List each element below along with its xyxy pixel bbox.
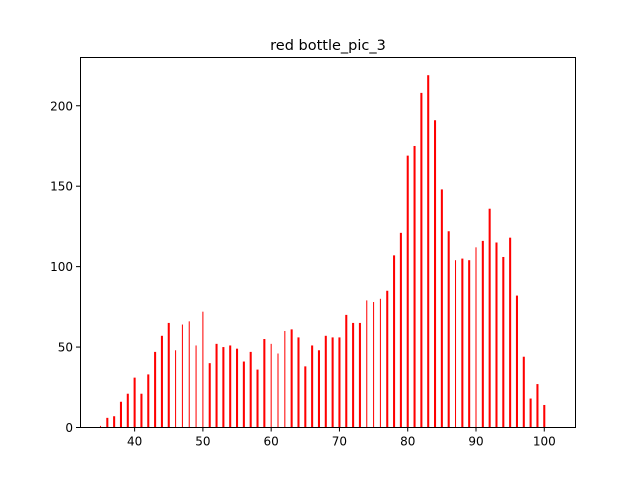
bar-67 — [317, 350, 320, 428]
bar-61 — [277, 353, 279, 428]
x-tick-label: 60 — [264, 435, 279, 449]
bar-100 — [543, 404, 546, 428]
bar-75 — [373, 302, 375, 428]
bar-48 — [188, 321, 190, 428]
bar-44 — [160, 335, 163, 428]
bar-59 — [263, 339, 266, 428]
x-tick-label: 80 — [400, 435, 415, 449]
bar-66 — [311, 345, 314, 428]
x-axis-ticks: 40 50 60 70 80 90 100 — [127, 427, 556, 449]
bar-41 — [140, 393, 143, 428]
bar-81 — [413, 145, 416, 428]
bar-97 — [522, 356, 525, 428]
bar-40 — [133, 377, 136, 428]
bar-50 — [202, 311, 204, 428]
y-tick-label: 0 — [65, 421, 73, 435]
bar-57 — [249, 351, 252, 428]
bar-73 — [358, 322, 361, 428]
bar-76 — [379, 298, 381, 428]
x-tick-label: 100 — [533, 435, 556, 449]
bar-36 — [106, 417, 109, 428]
bar-52 — [215, 343, 218, 428]
bar-98 — [529, 398, 532, 428]
bar-43 — [154, 351, 157, 428]
bar-49 — [195, 345, 197, 428]
bar-86 — [447, 231, 450, 428]
bar-77 — [386, 290, 389, 428]
bar-82 — [420, 92, 423, 428]
bar-42 — [147, 374, 150, 428]
bar-78 — [393, 255, 396, 428]
bar-91 — [481, 240, 484, 428]
bar-93 — [495, 242, 498, 428]
bar-64 — [297, 337, 300, 428]
bar-87 — [455, 260, 457, 428]
bar-63 — [290, 329, 293, 428]
bar-35 — [99, 425, 101, 428]
bar-51 — [208, 363, 211, 428]
bar-70 — [338, 337, 341, 428]
bar-74 — [366, 300, 368, 428]
bar-69 — [331, 337, 334, 428]
y-axis-ticks: 0 50 100 150 200 — [50, 99, 80, 435]
bar-47 — [181, 324, 183, 428]
y-tick-label: 100 — [50, 260, 73, 274]
bar-60 — [270, 343, 272, 428]
bar-92 — [488, 208, 491, 428]
y-tick-label: 50 — [58, 341, 73, 355]
bar-54 — [229, 345, 232, 428]
x-tick-label: 40 — [127, 435, 142, 449]
x-tick-label: 50 — [195, 435, 210, 449]
x-tick-label: 70 — [332, 435, 347, 449]
bar-71 — [345, 314, 348, 428]
bar-89 — [468, 260, 471, 428]
bar-37 — [113, 416, 116, 428]
bar-56 — [242, 361, 245, 428]
y-tick-label: 150 — [50, 180, 73, 194]
bar-84 — [434, 120, 437, 428]
bar-99 — [536, 384, 539, 428]
bar-39 — [126, 393, 129, 428]
bar-79 — [399, 232, 402, 428]
bar-38 — [119, 401, 122, 428]
chart-title: red bottle_pic_3 — [270, 38, 386, 54]
bar-90 — [475, 247, 477, 428]
x-tick-label: 90 — [468, 435, 483, 449]
bar-58 — [256, 369, 259, 428]
bar-53 — [222, 347, 225, 428]
bars-group — [99, 75, 546, 428]
plot-frame — [80, 57, 576, 428]
bar-62 — [284, 330, 286, 428]
y-tick-label: 200 — [50, 99, 73, 113]
bar-94 — [502, 256, 505, 428]
bar-45 — [167, 322, 170, 428]
bar-85 — [440, 189, 443, 428]
bar-95 — [509, 237, 512, 428]
bar-68 — [324, 335, 327, 428]
bar-46 — [175, 350, 177, 428]
bar-80 — [406, 155, 409, 428]
bar-55 — [236, 348, 239, 428]
bar-72 — [352, 322, 355, 428]
bar-96 — [515, 295, 518, 428]
bar-83 — [427, 75, 430, 428]
bar-65 — [304, 366, 307, 428]
bar-88 — [461, 258, 464, 428]
